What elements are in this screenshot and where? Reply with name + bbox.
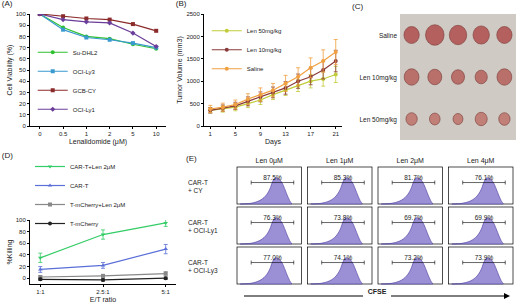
svg-text:5: 5	[234, 131, 238, 137]
svg-text:1:1: 1:1	[36, 289, 45, 295]
svg-text:30: 30	[19, 90, 26, 96]
svg-text:17: 17	[307, 131, 314, 137]
svg-text:Len 2μM: Len 2μM	[397, 157, 425, 165]
svg-text:Len 10mg/kg: Len 10mg/kg	[359, 74, 397, 82]
svg-text:Tumor Volume (mm3): Tumor Volume (mm3)	[176, 36, 184, 103]
svg-text:+ OCI-Ly3: + OCI-Ly3	[188, 267, 218, 275]
svg-text:Saline: Saline	[379, 32, 397, 39]
svg-text:2000: 2000	[186, 34, 200, 40]
svg-text:10: 10	[19, 112, 26, 118]
svg-text:+ OCI-Ly1: + OCI-Ly1	[188, 227, 218, 235]
svg-text:5: 5	[131, 131, 135, 137]
svg-text:0: 0	[22, 123, 26, 129]
svg-text:GCB-CY: GCB-CY	[73, 88, 96, 94]
svg-text:13: 13	[282, 131, 289, 137]
svg-text:(A): (A)	[2, 0, 13, 8]
svg-text:%Killing: %Killing	[6, 239, 14, 264]
svg-text:Lenalidomide (μM): Lenalidomide (μM)	[69, 138, 127, 146]
svg-text:Cell Viability (%): Cell Viability (%)	[6, 45, 14, 96]
svg-text:69.9%: 69.9%	[475, 214, 494, 221]
svg-text:74.1%: 74.1%	[334, 254, 353, 261]
svg-text:81.7%: 81.7%	[404, 174, 423, 181]
svg-text:87.5%: 87.5%	[263, 174, 282, 181]
svg-text:+ CY: + CY	[188, 187, 203, 194]
svg-text:0: 0	[196, 123, 200, 129]
svg-text:Len 0μM: Len 0μM	[256, 157, 284, 165]
svg-text:10: 10	[153, 131, 160, 137]
svg-text:500: 500	[190, 101, 201, 107]
svg-text:90: 90	[19, 22, 26, 28]
svg-text:1000: 1000	[186, 78, 200, 84]
svg-text:80: 80	[19, 34, 26, 40]
svg-text:T-mCherry: T-mCherry	[70, 221, 98, 227]
svg-text:100: 100	[16, 11, 27, 17]
svg-text:2500: 2500	[186, 11, 200, 17]
svg-text:40: 40	[19, 78, 26, 84]
svg-text:Len 4μM: Len 4μM	[467, 157, 495, 165]
svg-text:CFSE: CFSE	[368, 288, 387, 295]
svg-text:60: 60	[19, 240, 26, 246]
svg-text:76.1%: 76.1%	[475, 174, 494, 181]
svg-text:5:1: 5:1	[162, 289, 171, 295]
svg-text:CAR-T: CAR-T	[188, 219, 208, 226]
svg-text:CAR-T: CAR-T	[188, 179, 208, 186]
svg-text:73.2%: 73.2%	[404, 254, 423, 261]
svg-text:OCI-Ly1: OCI-Ly1	[73, 107, 96, 113]
svg-text:Days: Days	[265, 138, 281, 146]
svg-text:(D): (D)	[2, 152, 13, 160]
svg-text:0: 0	[38, 131, 42, 137]
svg-text:Su-DHL2: Su-DHL2	[73, 50, 98, 56]
svg-text:21: 21	[332, 131, 339, 137]
svg-text:CAR-T+Len 2μM: CAR-T+Len 2μM	[70, 164, 115, 170]
svg-text:Len 50mg/kg: Len 50mg/kg	[247, 28, 282, 34]
svg-text:50: 50	[19, 67, 26, 73]
svg-text:(B): (B)	[176, 0, 187, 8]
svg-text:73.9%: 73.9%	[475, 254, 494, 261]
svg-text:E/T ratio: E/T ratio	[90, 296, 116, 303]
svg-text:73.8%: 73.8%	[334, 214, 353, 221]
svg-text:9: 9	[259, 131, 263, 137]
svg-text:76.3%: 76.3%	[263, 214, 282, 221]
svg-text:80: 80	[19, 229, 26, 235]
svg-text:60: 60	[19, 56, 26, 62]
svg-text:1: 1	[209, 131, 213, 137]
svg-text:40: 40	[19, 252, 26, 258]
svg-text:2: 2	[108, 131, 112, 137]
svg-text:20: 20	[19, 264, 26, 270]
svg-text:1500: 1500	[186, 56, 200, 62]
svg-text:CAR-T: CAR-T	[70, 183, 89, 189]
svg-text:20: 20	[19, 101, 26, 107]
svg-text:CAR-T: CAR-T	[188, 259, 208, 266]
svg-text:70: 70	[19, 45, 26, 51]
svg-text:77.0%: 77.0%	[263, 254, 282, 261]
svg-text:2.5:1: 2.5:1	[96, 289, 110, 295]
svg-text:100: 100	[16, 217, 27, 223]
svg-text:T-mCherry+Len 2μM: T-mCherry+Len 2μM	[70, 202, 125, 208]
svg-text:Len 50mg/kg: Len 50mg/kg	[359, 116, 397, 124]
svg-text:Len 10mg/kg: Len 10mg/kg	[247, 47, 282, 53]
svg-text:Saline: Saline	[247, 66, 264, 72]
svg-text:85.3%: 85.3%	[334, 174, 353, 181]
svg-text:0: 0	[22, 275, 26, 281]
svg-text:OCI-Ly3: OCI-Ly3	[73, 69, 96, 75]
svg-text:(E): (E)	[186, 154, 197, 163]
svg-text:Len 1μM: Len 1μM	[326, 157, 354, 165]
svg-text:0.5: 0.5	[59, 131, 68, 137]
svg-text:69.7%: 69.7%	[404, 214, 423, 221]
svg-text:1: 1	[85, 131, 89, 137]
svg-text:(C): (C)	[352, 2, 363, 11]
